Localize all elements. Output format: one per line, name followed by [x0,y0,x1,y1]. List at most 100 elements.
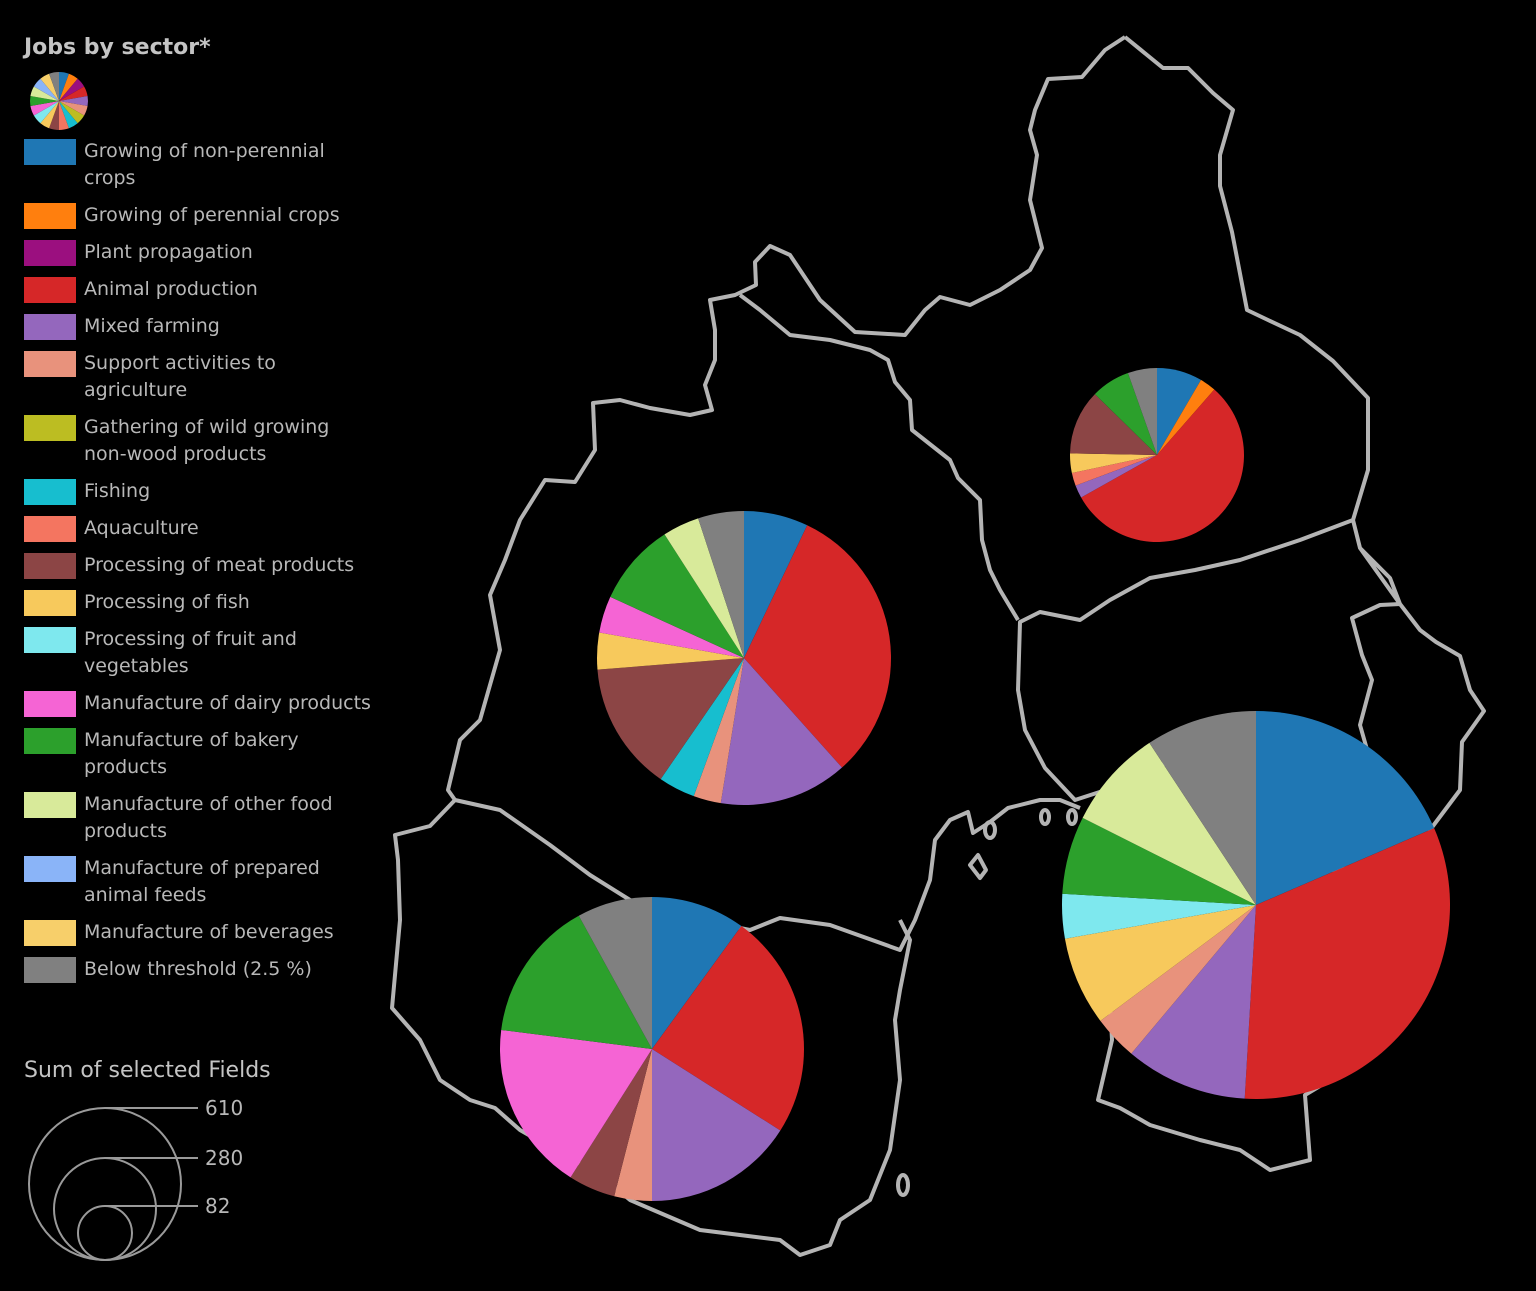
legend-swatch [24,957,76,983]
legend-swatch [24,920,76,946]
legend-label: Processing of fish [84,591,250,613]
pie-slice[interactable] [1062,893,1256,939]
size-legend: 610 280 82 [28,1096,243,1261]
pie-slice[interactable] [744,525,891,768]
legend-items: Growing of non-perennial crops Growing of… [24,138,384,983]
island [1039,808,1051,826]
mini-pie-slice [33,101,59,124]
legend-swatch [24,856,76,882]
legend: Jobs by sector* Growing of non-perennial… [24,30,384,993]
size-legend-circle [53,1157,157,1261]
pie-slice[interactable] [652,897,742,1049]
legend-title: Jobs by sector* [24,35,211,60]
legend-item: Manufacture of dairy products [24,690,384,717]
legend-label: Mixed farming [84,315,220,337]
mini-pie-slice [59,86,88,101]
legend-swatch [24,691,76,717]
pie-slice[interactable] [1075,455,1157,498]
island [1066,808,1078,826]
legend-label: Manufacture of beverages [84,921,334,943]
map-pie[interactable] [597,511,891,805]
legend-label: Animal production [84,278,258,300]
mini-pie-slice [30,101,59,116]
pie-slice[interactable] [693,658,744,804]
legend-label: Support activities to agriculture [84,352,276,401]
pie-slice[interactable] [1149,710,1256,905]
map-pie[interactable] [1062,710,1450,1099]
legend-label: Manufacture of other food products [84,793,333,842]
pie-slice[interactable] [500,1029,652,1178]
pie-slice[interactable] [1071,455,1157,486]
pie-slice[interactable] [501,915,652,1049]
pie-slice[interactable] [1062,817,1256,905]
legend-label: Below threshold (2.5 %) [84,958,312,980]
legend-item: Mixed farming [24,313,384,340]
legend-swatch [24,627,76,653]
legend-label: Processing of fruit and vegetables [84,628,297,677]
legend-item: Support activities to agriculture [24,350,384,404]
map-pie[interactable] [500,897,804,1201]
pie-slice[interactable] [1100,905,1256,1054]
legend-item: Growing of perennial crops [24,202,384,229]
pie-slice[interactable] [570,1049,652,1197]
pie-slice[interactable] [1064,905,1256,1021]
pie-slice[interactable] [1131,905,1256,1099]
region-south-west [454,798,1081,952]
pie-slice[interactable] [1157,368,1201,455]
pie-slice[interactable] [1081,389,1244,542]
pie-slice[interactable] [744,511,808,658]
mini-pie-slice [49,101,59,130]
mini-pie-slice [33,78,59,101]
legend-label: Plant propagation [84,241,253,263]
pie-slice[interactable] [1082,742,1256,905]
legend-label: Gathering of wild growing non-wood produ… [84,416,330,465]
mini-pie-slice [59,78,85,101]
map-pie[interactable] [1070,368,1244,542]
pie-slice[interactable] [1127,368,1157,455]
legend-swatch [24,415,76,441]
pie-slice[interactable] [599,596,744,658]
legend-item: Processing of fish [24,589,384,616]
pie-slice[interactable] [610,534,744,658]
legend-label: Manufacture of prepared animal feeds [84,857,320,906]
pie-slice[interactable] [597,632,744,670]
region-central [738,293,1020,622]
pie-slice[interactable] [1244,828,1450,1099]
pie-slice[interactable] [652,926,804,1131]
legend-label: Growing of perennial crops [84,204,340,226]
legend-item: Animal production [24,276,384,303]
pie-slice[interactable] [652,1049,781,1201]
mini-pie-icon [29,72,88,130]
legend-label: Processing of meat products [84,554,355,576]
legend-item: Manufacture of prepared animal feeds [24,855,384,909]
legend-swatch [24,351,76,377]
mini-pie-slice [59,101,78,129]
pie-slice[interactable] [720,658,843,805]
pie-slice[interactable] [1070,394,1157,455]
legend-item: Manufacture of other food products [24,791,384,845]
pie-slice[interactable] [1094,372,1157,455]
legend-swatch [24,516,76,542]
pie-slice[interactable] [614,1049,652,1201]
pie-slice[interactable] [578,897,652,1049]
pie-slice[interactable] [1256,710,1435,905]
mini-pie-slice [59,95,88,107]
legend-swatch [24,139,76,165]
pie-slice[interactable] [660,658,744,797]
pie-slice[interactable] [1070,453,1157,473]
pie-slice[interactable] [597,658,744,780]
legend-item: Manufacture of beverages [24,919,384,946]
legend-label: Aquaculture [84,517,199,539]
pie-slice[interactable] [1157,379,1215,455]
mini-pie-slice [29,95,59,107]
legend-swatch [24,792,76,818]
legend-swatch [24,203,76,229]
legend-swatch [24,728,76,754]
pie-slice[interactable] [698,511,744,658]
legend-swatch [24,479,76,505]
pie-slice[interactable] [664,518,744,658]
legend-label: Fishing [84,480,151,502]
legend-label: Manufacture of dairy products [84,692,371,714]
legend-item: Aquaculture [24,515,384,542]
